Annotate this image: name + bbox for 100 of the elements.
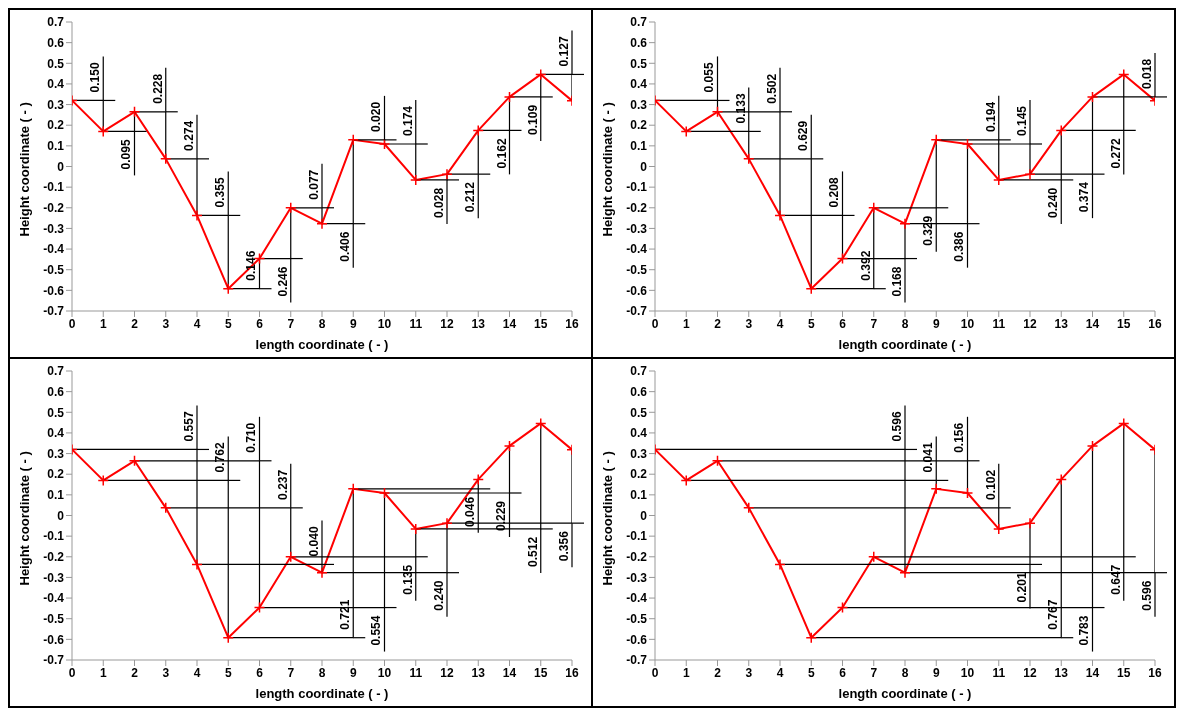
x-tick-label: 15: [1117, 316, 1131, 331]
annotation: 0.046: [463, 496, 478, 527]
annotation: 0.028: [432, 187, 446, 218]
x-tick-label: 0: [651, 316, 659, 331]
x-tick-label: 4: [776, 665, 784, 680]
y-tick-label: 0: [640, 159, 648, 174]
annotation: 0.356: [557, 530, 571, 562]
x-tick-label: 12: [440, 316, 454, 331]
x-tick-label: 6: [256, 316, 264, 331]
x-tick-label: 12: [1023, 316, 1037, 331]
y-tick-label: -0.7: [626, 304, 648, 319]
x-tick-label: 10: [960, 316, 975, 331]
annotation: 0.355: [213, 177, 228, 208]
y-tick-label: -0.6: [626, 632, 648, 647]
x-tick-label: 3: [745, 665, 753, 680]
x-tick-label: 13: [1054, 316, 1069, 331]
y-tick-label: -0.5: [43, 262, 65, 277]
x-tick-label: 13: [1054, 665, 1069, 680]
annotation: 0.629: [796, 120, 811, 151]
annotation: 0.018: [1140, 58, 1154, 89]
y-tick-label: -0.2: [43, 550, 65, 565]
y-tick-label: -0.4: [43, 242, 65, 257]
y-tick-label: -0.2: [626, 550, 648, 565]
y-tick-label: 0.6: [47, 384, 65, 399]
x-tick-label: 3: [162, 316, 170, 331]
y-tick-label: 0.4: [47, 426, 65, 441]
x-tick-label: 5: [807, 316, 815, 331]
x-tick-label: 11: [409, 316, 423, 331]
y-tick-label: 0.3: [630, 97, 648, 112]
annotation: 0.127: [557, 36, 571, 67]
annotation: 0.168: [890, 266, 904, 297]
x-tick-label: 7: [870, 665, 878, 680]
annotation: 0.386: [952, 231, 967, 262]
annotation: 0.783: [1077, 615, 1092, 646]
annotation: 0.329: [921, 215, 936, 246]
annotation: 0.596: [890, 411, 904, 442]
y-tick-label: -0.6: [626, 283, 648, 298]
y-tick-label: -0.4: [43, 591, 65, 606]
x-tick-label: 6: [839, 665, 847, 680]
x-tick-label: 5: [807, 665, 815, 680]
y-axis-title: Height coordinate ( - ): [16, 451, 32, 586]
x-tick-label: 12: [440, 665, 454, 680]
y-tick-label: 0.4: [630, 77, 648, 92]
y-tick-label: -0.7: [626, 653, 648, 668]
y-axis-title: Height coordinate ( - ): [599, 451, 615, 586]
x-tick-label: 13: [471, 665, 486, 680]
x-axis-title: length coordinate ( - ): [255, 337, 389, 352]
x-tick-label: 10: [960, 665, 975, 680]
annotation: 0.374: [1077, 181, 1092, 213]
x-tick-label: 3: [162, 665, 170, 680]
annotation: 0.208: [827, 177, 842, 208]
x-tick-label: 8: [901, 316, 909, 331]
y-tick-label: -0.3: [626, 221, 648, 236]
y-tick-label: -0.7: [43, 653, 65, 668]
y-tick-label: -0.3: [43, 570, 65, 585]
annotation: 0.554: [369, 615, 384, 646]
x-tick-label: 10: [377, 316, 392, 331]
annotation: 0.229: [494, 500, 509, 532]
annotation: 0.109: [525, 104, 540, 135]
x-axis-title: length coordinate ( - ): [838, 337, 972, 352]
y-tick-label: 0.1: [630, 139, 648, 154]
y-tick-label: 0.6: [47, 35, 65, 50]
y-tick-label: -0.1: [43, 180, 65, 195]
y-tick-label: 0.4: [630, 426, 648, 441]
annotation: 0.512: [525, 536, 540, 567]
x-tick-label: 14: [502, 665, 517, 680]
annotation: 0.020: [369, 101, 384, 132]
annotation: 0.077: [307, 169, 321, 200]
y-tick-label: 0.7: [630, 15, 648, 30]
y-tick-label: 0.3: [47, 97, 65, 112]
x-tick-label: 1: [99, 316, 107, 331]
annotation: 0.557: [182, 411, 196, 442]
y-tick-label: 0.2: [630, 118, 648, 133]
y-tick-label: 0.5: [630, 405, 648, 420]
x-tick-label: 11: [992, 665, 1006, 680]
y-tick-label: 0.1: [47, 488, 65, 503]
y-tick-label: -0.1: [626, 529, 648, 544]
y-tick-label: 0.3: [630, 446, 648, 461]
y-tick-label: 0.6: [630, 384, 648, 399]
y-tick-label: -0.3: [626, 570, 648, 585]
annotation: 0.762: [213, 442, 228, 473]
x-tick-label: 7: [287, 665, 295, 680]
x-tick-label: 15: [534, 665, 548, 680]
annotation: 0.240: [432, 580, 446, 611]
annotation: 0.055: [702, 62, 717, 93]
x-tick-label: 15: [534, 316, 548, 331]
y-tick-label: 0.5: [630, 56, 648, 71]
y-tick-label: -0.2: [43, 201, 65, 216]
y-tick-label: 0: [640, 508, 648, 523]
x-tick-label: 12: [1023, 665, 1037, 680]
x-tick-label: 1: [682, 665, 690, 680]
annotation: 0.228: [150, 73, 165, 104]
x-tick-label: 9: [932, 316, 940, 331]
annotation: 0.212: [463, 181, 478, 213]
x-tick-label: 14: [1085, 316, 1100, 331]
annotation: 0.146: [244, 250, 259, 281]
y-tick-label: 0: [57, 508, 65, 523]
x-tick-label: 0: [68, 665, 76, 680]
y-tick-label: -0.7: [43, 304, 65, 319]
x-tick-label: 0: [68, 316, 76, 331]
